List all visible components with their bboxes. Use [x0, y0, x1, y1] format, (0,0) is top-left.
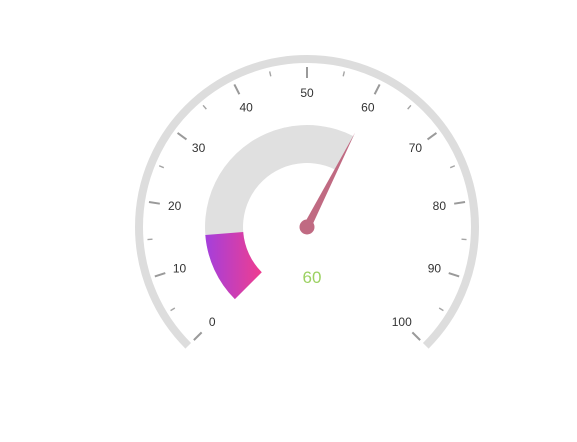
gauge-value-label: 60 [303, 268, 322, 287]
tick-label-70: 70 [409, 141, 423, 155]
tick-label-40: 40 [239, 101, 253, 115]
tick-label-80: 80 [433, 199, 447, 213]
minor-tick-55 [343, 71, 344, 76]
tick-label-90: 90 [428, 261, 442, 275]
major-tick-60 [375, 84, 380, 94]
major-tick-100 [412, 332, 420, 340]
minor-tick-95 [439, 308, 443, 311]
tick-label-50: 50 [300, 86, 314, 100]
minor-tick-65 [408, 105, 411, 109]
outer-arc [139, 59, 475, 346]
major-tick-70 [428, 133, 437, 139]
major-tick-20 [149, 202, 160, 204]
needle-cap [300, 220, 315, 235]
tick-label-10: 10 [173, 261, 187, 275]
major-tick-90 [449, 273, 459, 276]
minor-tick-5 [171, 308, 175, 311]
minor-tick-35 [203, 105, 206, 109]
tick-label-100: 100 [392, 315, 412, 329]
minor-tick-45 [270, 71, 271, 76]
minor-tick-75 [450, 166, 455, 168]
tick-marks [147, 67, 466, 340]
major-tick-0 [194, 332, 202, 340]
major-tick-40 [234, 84, 239, 94]
tick-label-60: 60 [361, 101, 375, 115]
minor-tick-25 [159, 166, 164, 168]
tick-label-0: 0 [209, 315, 216, 329]
range-band-colored-segment [205, 232, 261, 299]
major-tick-10 [155, 273, 165, 276]
major-tick-30 [178, 133, 187, 139]
major-tick-80 [454, 202, 465, 204]
tick-label-30: 30 [192, 141, 206, 155]
tick-label-20: 20 [168, 199, 182, 213]
